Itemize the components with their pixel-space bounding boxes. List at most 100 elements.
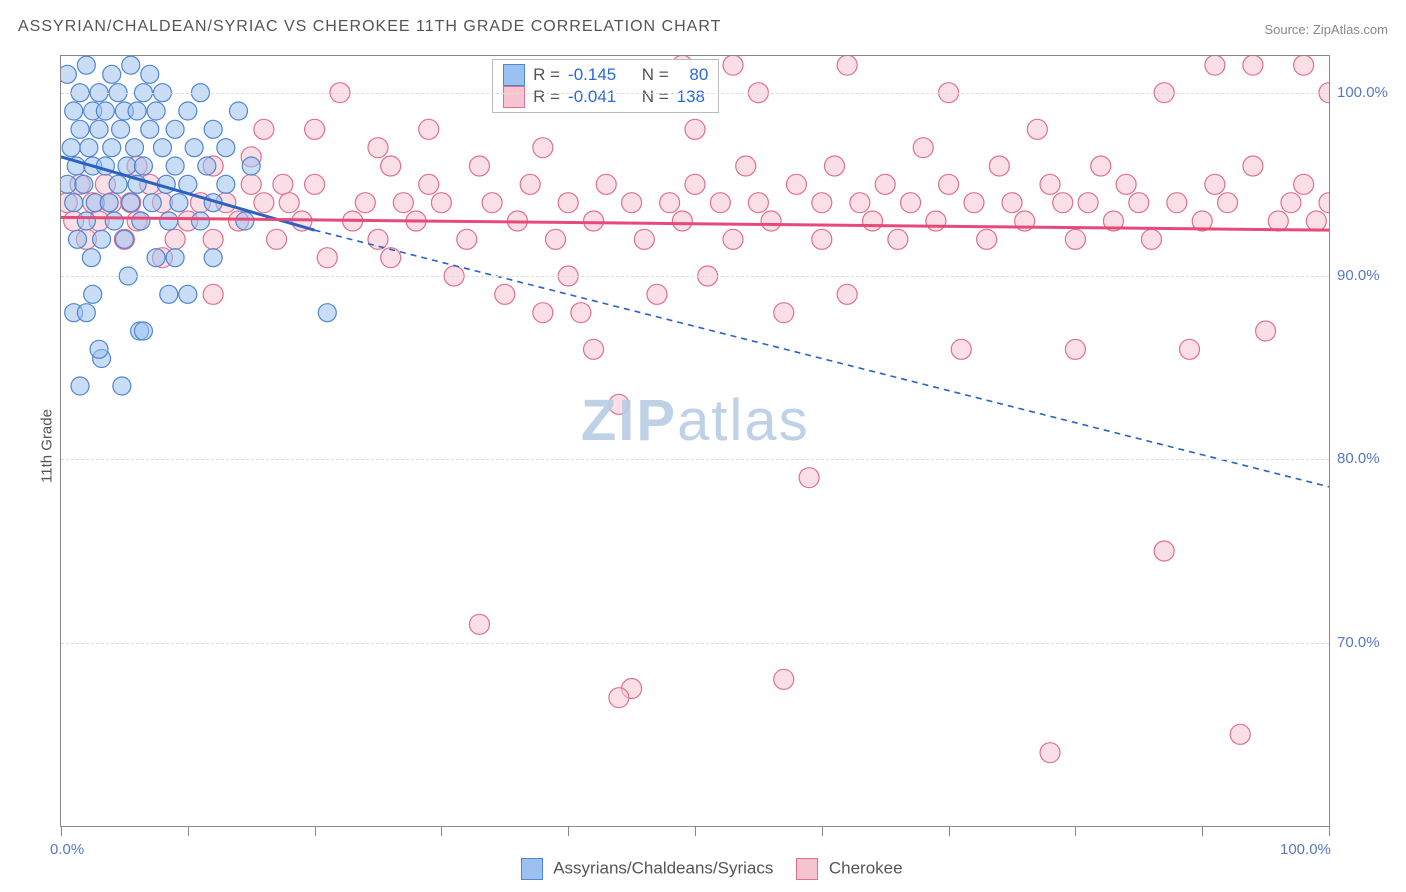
scatter-point-pink xyxy=(1141,229,1161,249)
scatter-point-pink xyxy=(1129,193,1149,213)
scatter-point-blue xyxy=(217,175,235,193)
y-tick-label: 80.0% xyxy=(1337,450,1397,467)
scatter-point-pink xyxy=(863,211,883,231)
scatter-point-pink xyxy=(672,211,692,231)
scatter-point-pink xyxy=(482,193,502,213)
scatter-point-pink xyxy=(609,394,629,414)
scatter-point-blue xyxy=(71,120,89,138)
scatter-point-blue xyxy=(118,157,136,175)
scatter-point-blue xyxy=(128,102,146,120)
scatter-point-pink xyxy=(774,303,794,323)
scatter-point-blue xyxy=(166,157,184,175)
scatter-point-blue xyxy=(115,230,133,248)
scatter-point-pink xyxy=(799,468,819,488)
scatter-point-pink xyxy=(1154,541,1174,561)
scatter-point-blue xyxy=(236,212,254,230)
scatter-point-pink xyxy=(837,56,857,75)
scatter-point-pink xyxy=(305,174,325,194)
plot-svg xyxy=(61,56,1329,826)
scatter-point-pink xyxy=(1268,211,1288,231)
scatter-point-pink xyxy=(495,284,515,304)
scatter-point-pink xyxy=(431,193,451,213)
scatter-point-blue xyxy=(147,102,165,120)
scatter-point-blue xyxy=(61,65,76,83)
scatter-point-pink xyxy=(457,229,477,249)
source-label: Source: ZipAtlas.com xyxy=(1264,22,1388,37)
legend-label-pink: Cherokee xyxy=(829,858,903,877)
scatter-point-blue xyxy=(141,120,159,138)
scatter-point-blue xyxy=(71,377,89,395)
scatter-point-pink xyxy=(393,193,413,213)
scatter-point-pink xyxy=(279,193,299,213)
scatter-point-blue xyxy=(77,212,95,230)
scatter-point-pink xyxy=(837,284,857,304)
scatter-point-pink xyxy=(888,229,908,249)
scatter-point-pink xyxy=(1091,156,1111,176)
y-tick-label: 100.0% xyxy=(1337,84,1397,101)
scatter-point-pink xyxy=(685,174,705,194)
scatter-point-blue xyxy=(84,285,102,303)
scatter-point-blue xyxy=(204,249,222,267)
scatter-point-pink xyxy=(939,174,959,194)
scatter-point-blue xyxy=(185,139,203,157)
scatter-point-pink xyxy=(571,303,591,323)
legend-label-blue: Assyrians/Chaldeans/Syriacs xyxy=(553,858,773,877)
scatter-point-blue xyxy=(109,175,127,193)
x-axis-min: 0.0% xyxy=(50,841,84,858)
scatter-point-blue xyxy=(318,304,336,322)
scatter-point-pink xyxy=(710,193,730,213)
scatter-point-pink xyxy=(1040,743,1060,763)
scatter-point-pink xyxy=(203,284,223,304)
scatter-point-pink xyxy=(381,156,401,176)
scatter-point-pink xyxy=(1294,56,1314,75)
scatter-point-pink xyxy=(1180,339,1200,359)
scatter-point-blue xyxy=(217,139,235,157)
scatter-point-pink xyxy=(1027,119,1047,139)
scatter-point-blue xyxy=(65,194,83,212)
scatter-point-blue xyxy=(80,139,98,157)
scatter-point-pink xyxy=(368,229,388,249)
scatter-point-pink xyxy=(812,193,832,213)
scatter-point-pink xyxy=(723,56,743,75)
scatter-point-pink xyxy=(381,248,401,268)
scatter-point-pink xyxy=(761,211,781,231)
scatter-point-pink xyxy=(368,138,388,158)
scatter-point-pink xyxy=(1319,193,1329,213)
legend-swatch-blue xyxy=(503,64,525,86)
scatter-point-pink xyxy=(1243,56,1263,75)
scatter-point-pink xyxy=(1294,174,1314,194)
scatter-point-pink xyxy=(1243,156,1263,176)
stats-legend-box: R = -0.145 N = 80 R = -0.041 N = 138 xyxy=(492,59,719,113)
scatter-point-pink xyxy=(305,119,325,139)
scatter-point-pink xyxy=(1116,174,1136,194)
scatter-point-pink xyxy=(317,248,337,268)
scatter-point-pink xyxy=(1065,229,1085,249)
scatter-point-pink xyxy=(273,174,293,194)
scatter-point-pink xyxy=(685,119,705,139)
scatter-point-pink xyxy=(419,119,439,139)
scatter-point-pink xyxy=(748,193,768,213)
scatter-point-blue xyxy=(191,212,209,230)
x-axis-max: 100.0% xyxy=(1280,841,1331,858)
scatter-point-blue xyxy=(103,65,121,83)
scatter-point-blue xyxy=(134,322,152,340)
scatter-point-blue xyxy=(170,194,188,212)
stats-row-blue: R = -0.145 N = 80 xyxy=(503,64,708,86)
scatter-point-pink xyxy=(634,229,654,249)
scatter-point-blue xyxy=(77,56,95,74)
legend-swatch-blue-bottom xyxy=(521,858,543,880)
scatter-point-blue xyxy=(126,139,144,157)
scatter-point-pink xyxy=(850,193,870,213)
scatter-point-blue xyxy=(96,102,114,120)
scatter-point-pink xyxy=(596,174,616,194)
scatter-point-blue xyxy=(132,212,150,230)
scatter-point-blue xyxy=(179,102,197,120)
scatter-point-blue xyxy=(105,212,123,230)
scatter-point-pink xyxy=(584,211,604,231)
scatter-point-pink xyxy=(926,211,946,231)
scatter-point-blue xyxy=(122,56,140,74)
scatter-point-pink xyxy=(1256,321,1276,341)
scatter-point-pink xyxy=(875,174,895,194)
scatter-point-pink xyxy=(241,174,261,194)
scatter-point-pink xyxy=(1281,193,1301,213)
